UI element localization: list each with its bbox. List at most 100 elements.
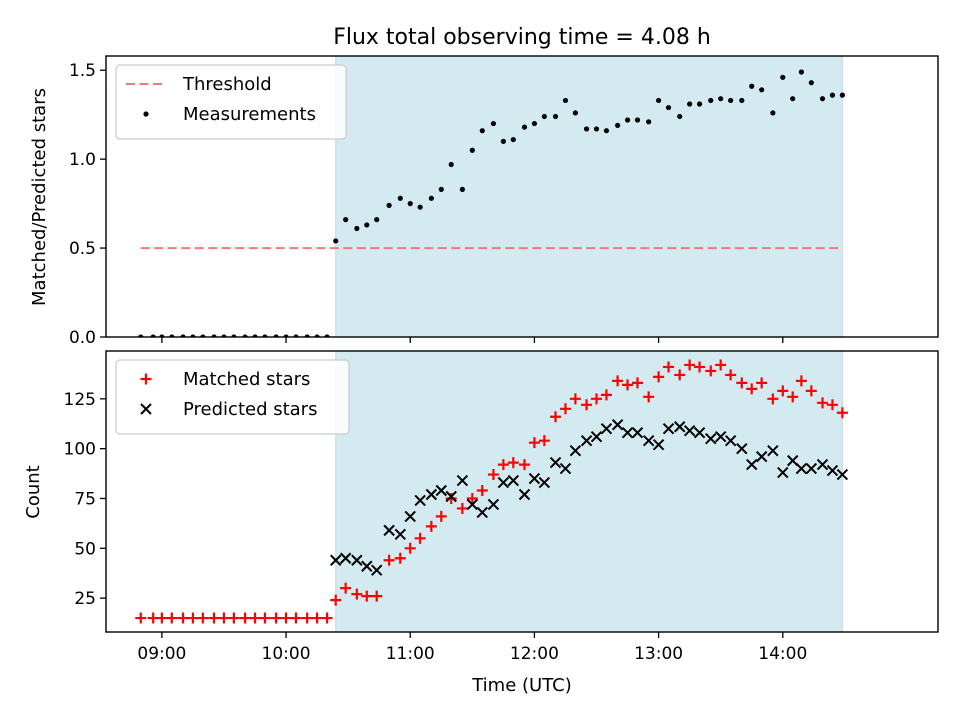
measurement-point	[479, 128, 485, 134]
matched-star-point	[836, 407, 848, 419]
measurement-point	[593, 126, 600, 132]
matched-star-point	[612, 375, 624, 387]
matched-star-point	[456, 502, 468, 514]
predicted-star-point	[445, 490, 457, 503]
matched-star-point	[301, 612, 313, 624]
measurement-point	[428, 195, 434, 201]
measurement-point	[407, 201, 413, 207]
measurement-point	[696, 101, 703, 107]
matched-star-point	[445, 492, 457, 504]
predicted-star-point	[456, 474, 469, 487]
predicted-star-point	[538, 476, 551, 489]
matched-star-point	[507, 457, 519, 469]
matched-star-point	[259, 612, 271, 624]
x-tick-label: 12:00	[510, 644, 559, 664]
matched-star-point	[280, 612, 292, 624]
bottom-y-axis-label: Count	[23, 465, 44, 518]
predicted-star-point	[518, 488, 531, 501]
matched-star-point	[787, 391, 799, 403]
observing-window-shade	[335, 55, 843, 338]
y-tick-label: 0.5	[69, 239, 96, 259]
matched-star-point	[694, 361, 706, 373]
predicted-star-point	[330, 554, 342, 566]
matched-star-point	[383, 554, 395, 566]
predicted-star-point	[507, 474, 520, 487]
matched-star-point	[756, 377, 768, 389]
matched-star-point	[197, 612, 209, 624]
measurement-point	[469, 147, 475, 153]
predicted-star-point	[755, 450, 768, 463]
measurement-point	[749, 83, 755, 89]
predicted-star-point	[569, 444, 582, 457]
x-tick-label: 11:00	[386, 644, 435, 664]
matched-star-point	[805, 385, 817, 397]
matched-star-point	[166, 612, 178, 624]
measurement-point	[798, 69, 805, 75]
legend-label: Measurements	[183, 104, 316, 125]
measurement-point	[531, 120, 538, 127]
matched-star-point	[538, 435, 550, 447]
matched-star-point	[736, 377, 748, 389]
predicted-star-point	[714, 430, 727, 443]
legend-box	[115, 359, 350, 435]
x-tick-label: 10:00	[262, 644, 311, 664]
measurement-point	[500, 138, 506, 144]
predicted-star-point	[549, 456, 562, 469]
measurement-point	[615, 122, 621, 128]
predicted-star-point	[642, 434, 655, 447]
measurement-point	[364, 222, 370, 228]
measurement-point	[552, 113, 559, 120]
predicted-star-point	[683, 425, 696, 437]
matched-star-point	[466, 492, 478, 504]
predicted-star-point	[404, 510, 416, 523]
matched-star-point	[674, 369, 686, 381]
matched-star-point	[270, 612, 282, 624]
measurement-point	[438, 186, 444, 192]
predicted-star-point	[361, 560, 373, 572]
matched-star-point	[208, 612, 220, 624]
predicted-star-point	[746, 458, 758, 471]
matched-star-point	[290, 612, 302, 624]
predicted-star-point	[662, 423, 675, 435]
measurement-point	[687, 101, 693, 107]
measurement-point	[354, 225, 360, 232]
predicted-star-point	[652, 438, 665, 451]
matched-star-point	[239, 612, 251, 624]
matched-star-point	[414, 532, 426, 544]
predicted-star-point	[528, 472, 541, 485]
measurement-point	[780, 74, 786, 80]
y-tick-label: 50	[74, 539, 96, 559]
observing-window-shade	[335, 350, 843, 633]
predicted-star-point	[611, 419, 624, 431]
legend-measurement-swatch	[143, 111, 149, 117]
predicted-star-point	[394, 528, 407, 541]
predicted-star-point	[383, 524, 395, 537]
predicted-star-point	[351, 554, 363, 566]
matched-star-point	[817, 397, 829, 409]
plot-area	[135, 359, 849, 624]
matched-star-point	[528, 437, 540, 449]
predicted-star-point	[580, 434, 593, 447]
measurement-point	[728, 97, 734, 104]
matched-star-point	[795, 375, 807, 387]
predicted-star-point	[600, 423, 613, 435]
matched-star-point	[361, 590, 373, 602]
predicted-star-point	[673, 421, 686, 433]
matched-star-point	[340, 582, 352, 594]
matched-star-point	[135, 612, 147, 624]
matched-star-point	[725, 369, 737, 381]
predicted-star-point	[559, 462, 572, 475]
measurement-point	[819, 96, 826, 102]
matched-star-point	[600, 389, 612, 401]
bottom-panel: 25 50 75 100 125 09:00 10:00 11:00 12:00 13:00 14:…	[64, 350, 939, 664]
matched-star-point	[228, 612, 240, 624]
matched-star-point	[394, 552, 406, 564]
matched-star-point	[371, 590, 383, 602]
measurement-point	[655, 97, 662, 104]
measurement-point	[572, 110, 578, 116]
legend-box	[115, 64, 347, 140]
matched-star-point	[187, 612, 199, 624]
chart-title: Flux total observing time = 4.08 h	[333, 25, 711, 50]
predicted-star-point	[816, 458, 829, 471]
